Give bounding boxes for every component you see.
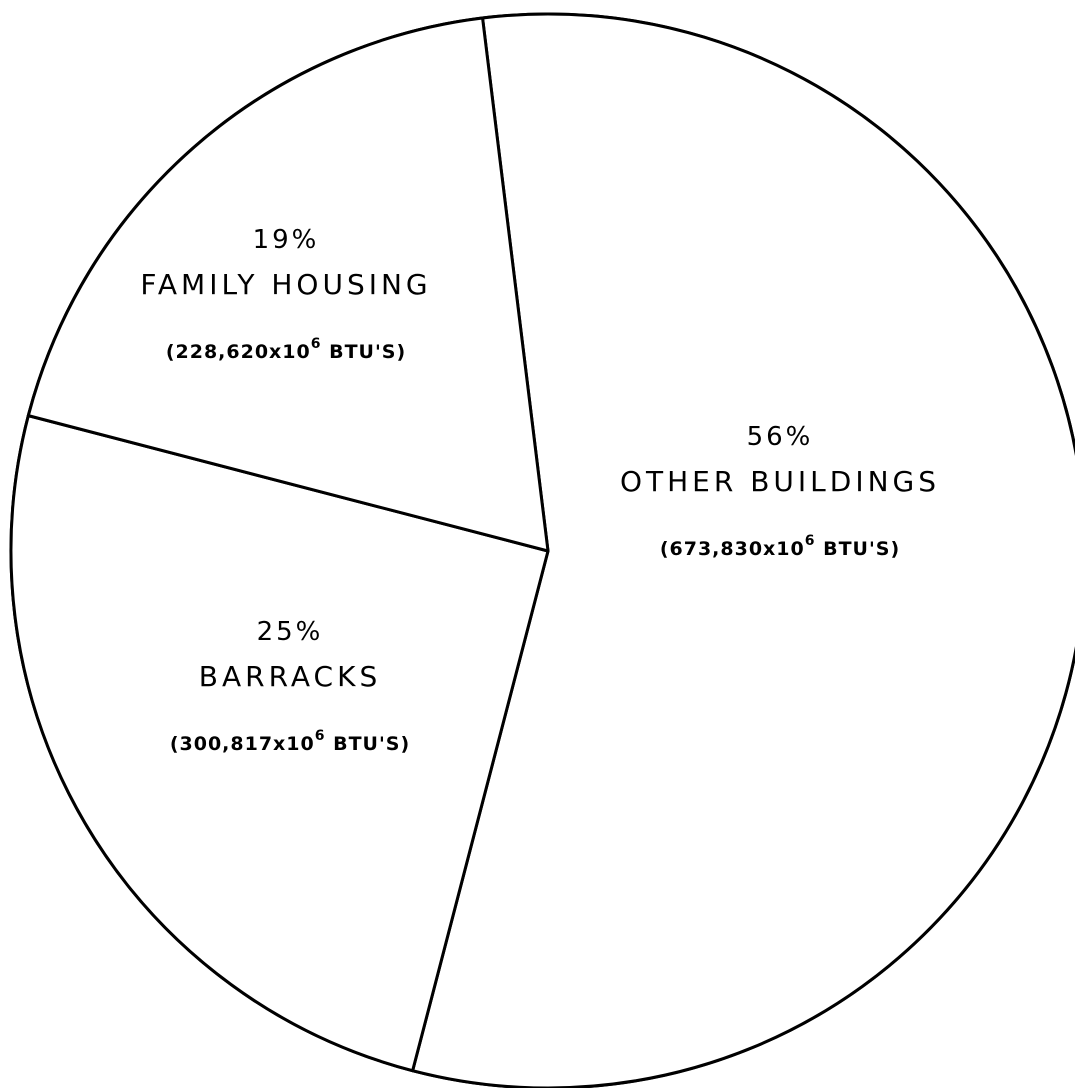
slice-percent-label: 56% (747, 422, 814, 452)
pie-slice-barracks (9, 414, 550, 1073)
slice-value-label: (673,830x106 BTU'S) (660, 533, 900, 560)
pie-slice-family-housing (26, 16, 550, 553)
slice-name-label: FAMILY HOUSING (140, 268, 431, 301)
slice-value-label: (228,620x106 BTU'S) (166, 336, 406, 363)
slice-percent-label: 25% (257, 617, 324, 647)
slice-name-label: BARRACKS (199, 660, 382, 693)
slice-percent-label: 19% (253, 225, 320, 255)
slice-value-label: (300,817x106 BTU'S) (170, 728, 410, 755)
pie-slice-other-buildings (411, 12, 1075, 1088)
slice-name-label: OTHER BUILDINGS (620, 465, 940, 498)
